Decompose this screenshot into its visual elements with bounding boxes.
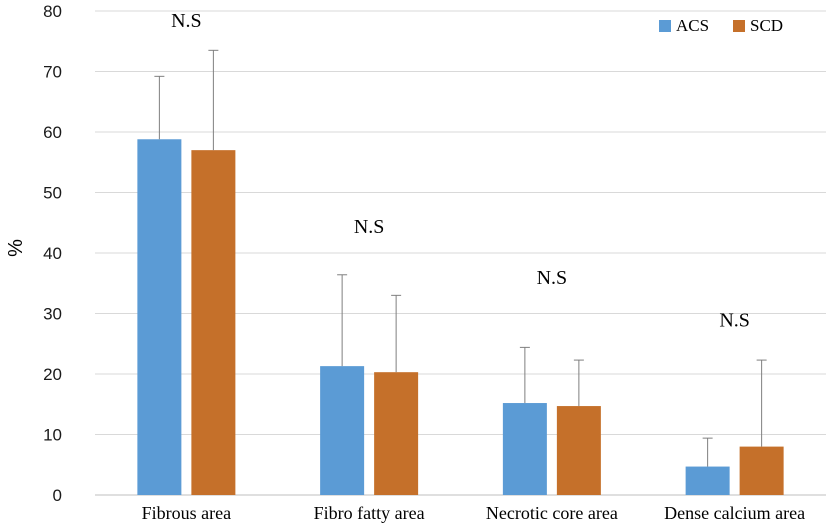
y-tick-label-0: 0 xyxy=(53,486,62,505)
y-tick-label-60: 60 xyxy=(43,123,62,142)
annotation-ns-fibrous-area: N.S xyxy=(171,10,202,32)
legend-swatch-acs xyxy=(659,20,671,32)
y-tick-label-70: 70 xyxy=(43,63,62,82)
annotation-ns-dense-calcium-area: N.S xyxy=(719,310,750,332)
y-tick-label-40: 40 xyxy=(43,244,62,263)
y-axis-label: % xyxy=(5,239,27,257)
legend-swatch-scd xyxy=(733,20,745,32)
x-category-label-dense-calcium-area: Dense calcium area xyxy=(664,503,805,523)
legend: ACS SCD xyxy=(659,16,783,35)
x-category-label-fibrous-area: Fibrous area xyxy=(142,503,231,523)
bar-scd-fibrous-area xyxy=(191,150,236,495)
annotation-ns-necrotic-core-area: N.S xyxy=(537,267,568,289)
x-axis-categories: Fibrous area Fibro fatty area Necrotic cor… xyxy=(142,503,805,523)
y-tick-label-20: 20 xyxy=(43,365,62,384)
y-tick-label-10: 10 xyxy=(43,426,62,445)
x-category-label-necrotic-core-area: Necrotic core area xyxy=(486,503,618,523)
y-tick-label-80: 80 xyxy=(43,2,62,21)
bar-scd-dense-calcium-area xyxy=(739,446,784,495)
bar-acs-necrotic-core-area xyxy=(502,403,547,495)
y-axis-ticks: 0 10 20 30 40 50 60 70 80 xyxy=(43,2,62,505)
bars xyxy=(137,139,784,495)
x-category-label-fibro-fatty-area: Fibro fatty area xyxy=(314,503,425,523)
bar-acs-fibro-fatty-area xyxy=(320,366,365,495)
bar-acs-dense-calcium-area xyxy=(685,466,730,495)
significance-annotations: N.S N.S N.S N.S xyxy=(171,10,750,331)
bar-scd-fibro-fatty-area xyxy=(374,372,419,495)
y-tick-label-50: 50 xyxy=(43,184,62,203)
annotation-ns-fibro-fatty-area: N.S xyxy=(354,216,385,238)
legend-label-scd: SCD xyxy=(750,16,783,35)
y-tick-label-30: 30 xyxy=(43,305,62,324)
error-bars xyxy=(154,49,767,467)
bar-acs-fibrous-area xyxy=(137,139,182,495)
bar-scd-necrotic-core-area xyxy=(556,406,601,495)
legend-label-acs: ACS xyxy=(676,16,709,35)
